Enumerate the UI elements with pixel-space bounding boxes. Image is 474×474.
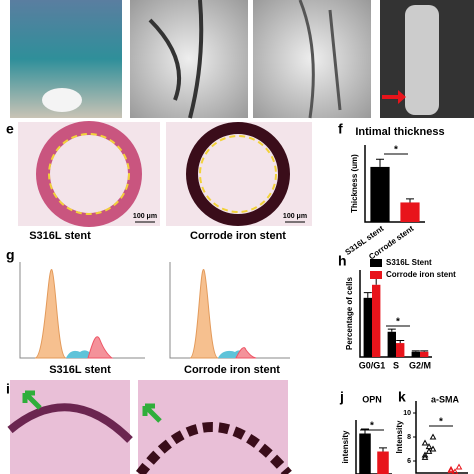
arrow [22,390,42,410]
error-bar [379,447,387,452]
panel-label: k [398,389,406,405]
significance: * [439,417,443,428]
point [421,451,429,458]
chart-title: Intimal thickness [355,126,444,138]
point [421,453,429,460]
axis [355,420,392,474]
bar [387,331,396,357]
x-tick-label: S [393,360,399,370]
y-axis-label: Percentage of cells [345,276,354,349]
legend-swatch [370,259,382,267]
caption: S316L stent [49,364,111,376]
axis [359,270,432,358]
legend-swatch [370,271,382,279]
panel-label: g [6,247,15,263]
dish [42,88,82,112]
point [447,467,455,474]
histology-i [7,380,292,474]
x-tick-label: G0/G1 [359,360,386,370]
scale-label: 100 μm [283,213,307,220]
error-bar [396,339,405,344]
bar [372,284,381,357]
bar [363,297,372,357]
bar [420,351,429,357]
lumen-outline [199,135,277,213]
error-bar [411,350,420,352]
arrow [382,90,406,104]
y-tick-label: 6 [407,458,411,465]
vessel [148,0,204,119]
histology-e [18,121,312,227]
caption: Corrode iron stent [190,230,286,242]
scale-label: 100 μm [133,213,157,220]
x-tick-label: G2/M [409,360,431,370]
vessel [298,0,342,119]
y-axis-label: Thickness (um) [350,154,359,213]
caption: Corrode iron stent [184,364,280,376]
angiogram [130,0,248,118]
error-bar [406,198,414,203]
panel-label: i [6,381,10,397]
arrow [142,403,162,423]
significance: * [396,317,400,328]
section-image [138,380,288,474]
error-bar [363,292,372,298]
panel-label: j [339,389,344,405]
panel-label: e [6,121,14,137]
lumen-outline [48,133,130,215]
bar [396,343,405,357]
y-tick-label: 8 [407,434,411,441]
flow-histograms [19,262,290,359]
significance: * [394,145,398,156]
bar [359,433,371,474]
legend-label: Corrode iron stent [386,270,456,279]
point [421,439,429,446]
vessel-wall [186,122,290,226]
error-bar [387,328,396,332]
axis [415,401,468,474]
error-bar [361,428,369,434]
point [447,465,455,472]
point [425,443,433,450]
bar [377,451,389,474]
error-bar [420,350,429,352]
bar [400,202,420,222]
panel-label: h [338,253,347,269]
vessel-wall [36,121,142,227]
legend-label: S316L Stent [386,258,432,267]
point [429,433,437,440]
significance: * [370,421,374,432]
point [455,463,463,470]
y-axis-label: intensity [341,430,350,463]
photo-row [10,0,474,119]
bar [411,351,420,357]
chart-title: OPN [362,394,382,404]
bar [370,166,390,222]
chart-title: a-SMA [431,394,460,404]
caption: S316L stent [29,230,91,242]
panel-label: f [338,121,343,137]
y-axis-label: Intensity [395,420,404,453]
error-bar [376,158,384,167]
y-tick-label: 10 [403,410,411,417]
spine [405,5,439,115]
